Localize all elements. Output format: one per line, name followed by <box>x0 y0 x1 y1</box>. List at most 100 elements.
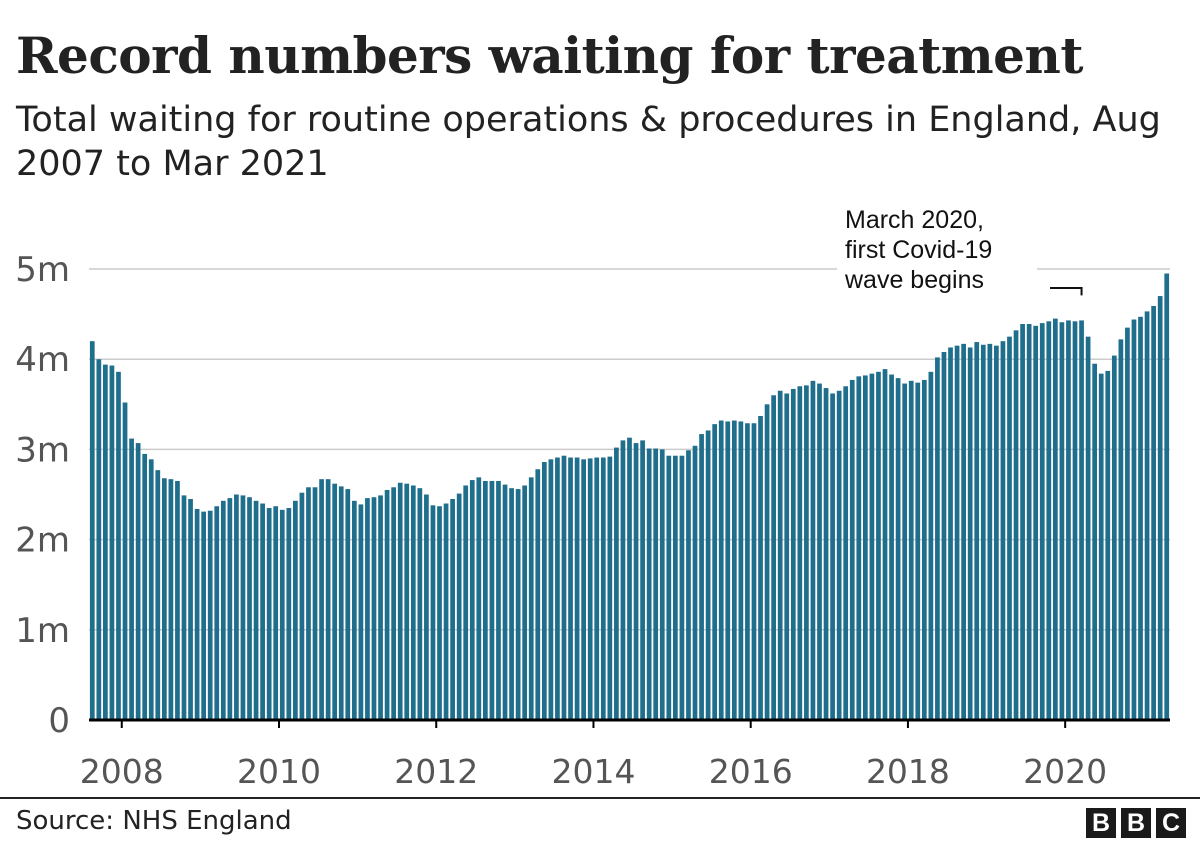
bar <box>142 453 148 720</box>
bar <box>889 374 894 720</box>
bar <box>1052 318 1058 720</box>
bar <box>994 345 999 720</box>
bar <box>541 462 547 720</box>
bar <box>129 438 134 720</box>
bar <box>1138 316 1143 720</box>
bar <box>974 342 980 720</box>
bar <box>450 499 455 720</box>
bar <box>784 393 790 720</box>
chart-title: Record numbers waiting for treatment <box>16 26 1083 85</box>
bar <box>876 371 881 720</box>
bar <box>882 369 888 720</box>
bar <box>404 483 410 720</box>
bar <box>247 497 252 720</box>
bar <box>312 487 318 720</box>
bar <box>483 480 488 720</box>
x-tick-label: 2012 <box>394 752 478 791</box>
bar <box>214 506 220 720</box>
bar <box>1007 336 1012 720</box>
bar <box>686 450 691 720</box>
bar <box>1072 321 1078 720</box>
bar <box>148 459 154 720</box>
bar <box>725 421 731 720</box>
bar <box>823 388 829 720</box>
x-tick-label: 2014 <box>551 752 635 791</box>
bar <box>895 378 901 720</box>
bar <box>804 385 809 720</box>
bar <box>207 510 213 720</box>
bar <box>384 489 390 720</box>
bar <box>109 365 115 720</box>
bar <box>181 495 187 720</box>
y-tick-label: 3m <box>15 430 70 470</box>
bar <box>279 509 285 720</box>
bar <box>745 423 750 720</box>
annotation-backdrop <box>837 202 1037 298</box>
bar <box>260 503 265 720</box>
bar <box>1131 319 1137 720</box>
bar <box>961 343 966 720</box>
bbc-logo: B B C <box>1086 808 1186 838</box>
bar <box>325 479 331 720</box>
bar <box>1164 273 1170 720</box>
bar <box>954 345 960 720</box>
footer-divider <box>0 797 1200 799</box>
bar <box>338 486 344 720</box>
bar <box>1046 321 1052 720</box>
bar <box>358 504 364 720</box>
bar <box>673 455 678 720</box>
bar <box>293 500 298 720</box>
bar <box>240 495 246 720</box>
x-tick-label: 2008 <box>80 752 164 791</box>
bar <box>476 477 482 720</box>
bar <box>751 423 757 720</box>
bar <box>614 447 619 720</box>
axes: 0 1m 2m 3m 4m 5m 2008 2010 2012 2014 2016 2018 2020 <box>15 250 1170 791</box>
bar <box>496 480 501 720</box>
bar <box>220 500 226 720</box>
bars <box>89 273 1170 720</box>
bar <box>424 494 429 720</box>
bar <box>378 495 383 720</box>
bar <box>273 506 279 720</box>
bar <box>941 351 947 720</box>
bar <box>810 380 816 720</box>
bar <box>1098 373 1104 720</box>
bar <box>718 420 724 720</box>
bar <box>1144 311 1150 720</box>
bar <box>679 455 685 720</box>
bar <box>332 483 338 720</box>
bar <box>1118 339 1124 720</box>
bar <box>96 359 102 720</box>
bar <box>1039 323 1045 720</box>
bar <box>869 373 875 720</box>
bar <box>1105 370 1111 720</box>
bar <box>227 498 233 720</box>
bar <box>1033 325 1039 720</box>
bar <box>1000 341 1006 720</box>
bar <box>456 493 462 720</box>
bar <box>548 459 554 720</box>
bar <box>397 482 403 720</box>
bar <box>764 404 770 720</box>
bar <box>522 485 528 720</box>
bar <box>908 380 914 720</box>
bar <box>122 402 128 720</box>
bar <box>319 479 324 720</box>
bar <box>659 449 665 720</box>
bar <box>89 341 95 720</box>
bar <box>902 383 908 720</box>
y-tick-label: 1m <box>15 611 70 651</box>
bar <box>502 484 508 720</box>
bar <box>365 498 370 720</box>
bar <box>627 437 632 720</box>
bar <box>345 489 351 720</box>
bar <box>175 480 180 720</box>
bar <box>620 440 626 720</box>
bar <box>731 420 737 720</box>
source-note: Source: NHS England <box>16 806 292 836</box>
bar <box>1079 320 1084 720</box>
bar <box>443 503 449 720</box>
bar <box>980 344 986 720</box>
bar <box>607 456 613 720</box>
